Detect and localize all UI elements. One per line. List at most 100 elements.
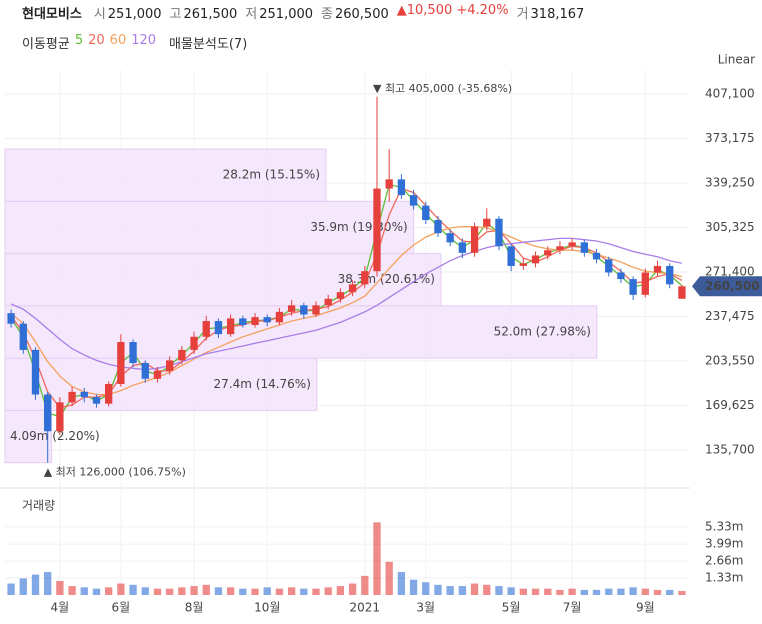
volume-bar (263, 587, 271, 595)
y-tick-label: 271,400 (705, 264, 755, 278)
volume-bar (117, 583, 125, 595)
x-tick-label: 4월 (51, 601, 70, 615)
quote-field: 거 318,167 (517, 3, 585, 22)
volume-bar (495, 586, 503, 595)
candle-body (165, 360, 174, 371)
volume-bar (544, 588, 552, 595)
field-value: 261,500 (183, 7, 238, 22)
field-label: 고 (169, 7, 182, 22)
x-tick-label: 7월 (563, 601, 582, 615)
candle-body (214, 321, 223, 335)
last-price-label: 260,500 (705, 279, 760, 293)
candle-body (153, 370, 162, 379)
profile-label: 27.4m (14.76%) (214, 377, 311, 391)
legend-title[interactable]: 이동평균 (22, 37, 70, 52)
volume-bar (165, 588, 174, 595)
extreme-annotation: ▲ 최저 126,000 (106.75%) (44, 466, 186, 479)
field-value: 251,000 (107, 7, 162, 22)
candle-body (19, 323, 27, 350)
candle-body (348, 284, 357, 293)
legend-entry[interactable]: 20 (88, 33, 105, 48)
field-value: 260,500 (334, 7, 389, 22)
volume-bar (446, 586, 454, 595)
candle-body (300, 305, 308, 315)
y-tick-label: 135,700 (705, 442, 755, 456)
field-label: 종 (321, 7, 333, 22)
candle-body (446, 233, 454, 243)
volume-bar (556, 589, 564, 595)
volume-bar (141, 587, 149, 595)
field-label: 저 (245, 7, 258, 22)
profile-label: 28.2m (15.15%) (223, 168, 320, 182)
volume-bar (214, 587, 223, 595)
volume-bar (641, 588, 649, 595)
volume-bar (361, 575, 369, 595)
candle-body (385, 179, 393, 189)
candle-body (7, 313, 15, 324)
candle-body (117, 342, 125, 385)
candle-body (580, 242, 588, 253)
volume-bar (373, 522, 381, 595)
x-tick-label: 5월 (502, 601, 521, 615)
x-tick-label: 10월 (254, 601, 280, 615)
volume-title: 거래량 (22, 499, 55, 513)
candle-body (361, 271, 369, 285)
volume-bar (44, 572, 52, 595)
candle-body (287, 305, 296, 312)
volume-bar (105, 587, 113, 595)
y-tick-label: 305,325 (705, 220, 755, 234)
volume-bar (336, 586, 345, 595)
y-tick-label: 407,100 (705, 87, 755, 101)
candle-body (129, 342, 137, 364)
candle-body (239, 318, 247, 325)
candle-body (531, 255, 540, 264)
candle-body (568, 242, 576, 247)
y-tick-label: 203,550 (705, 353, 755, 367)
y-tick-label: 339,250 (705, 175, 755, 189)
legend-entry[interactable]: 120 (131, 33, 157, 48)
scale-label: Linear (718, 53, 755, 67)
volume-bar (422, 582, 430, 595)
volume-bar (483, 584, 491, 595)
volume-bar (129, 584, 137, 595)
y-tick-label: 237,475 (705, 309, 755, 323)
y-tick-label: 373,175 (705, 131, 755, 145)
volume-bar (592, 589, 601, 595)
profile-toggle[interactable]: 매물분석도(7) (169, 37, 248, 52)
profile-label: 4.09m (2.20%) (10, 429, 100, 443)
legend-entry[interactable]: 5 (74, 33, 84, 48)
volume-bar (580, 589, 588, 595)
candle-body (592, 252, 601, 260)
candle-body (409, 195, 418, 206)
candle-body (617, 272, 625, 280)
legend: 이동평균 5 20 60 120 매물분석도(7) (22, 33, 247, 52)
candle-body (373, 188, 381, 272)
y-tick-label: 5.33m (705, 520, 743, 534)
quote-field: 종 260,500 (321, 3, 389, 22)
profile-bar (4, 148, 327, 202)
volume-bar (519, 588, 528, 595)
volume-bar (397, 572, 406, 595)
candle-body (275, 311, 284, 323)
field-label: 시 (93, 7, 106, 22)
legend-entry[interactable]: 60 (109, 33, 127, 48)
candle-body (483, 218, 491, 227)
candle-body (629, 279, 637, 295)
volume-bar (312, 588, 320, 595)
candle-body (251, 317, 259, 325)
volume-bar (434, 584, 442, 595)
ma-line (10, 225, 683, 396)
volume-bar (409, 579, 418, 595)
candle-body (226, 318, 235, 335)
volume-bar (324, 587, 332, 595)
candle-body (56, 402, 64, 432)
volume-bar (153, 588, 162, 595)
profile-label: 52.0m (27.98%) (494, 325, 591, 339)
field-value: 318,167 (530, 7, 585, 22)
profile-bar (4, 357, 318, 411)
volume-bar (202, 584, 210, 595)
volume-bar (507, 587, 515, 595)
candle-body (641, 272, 649, 295)
volume-bar (19, 578, 27, 595)
field-value: 251,000 (259, 7, 314, 22)
